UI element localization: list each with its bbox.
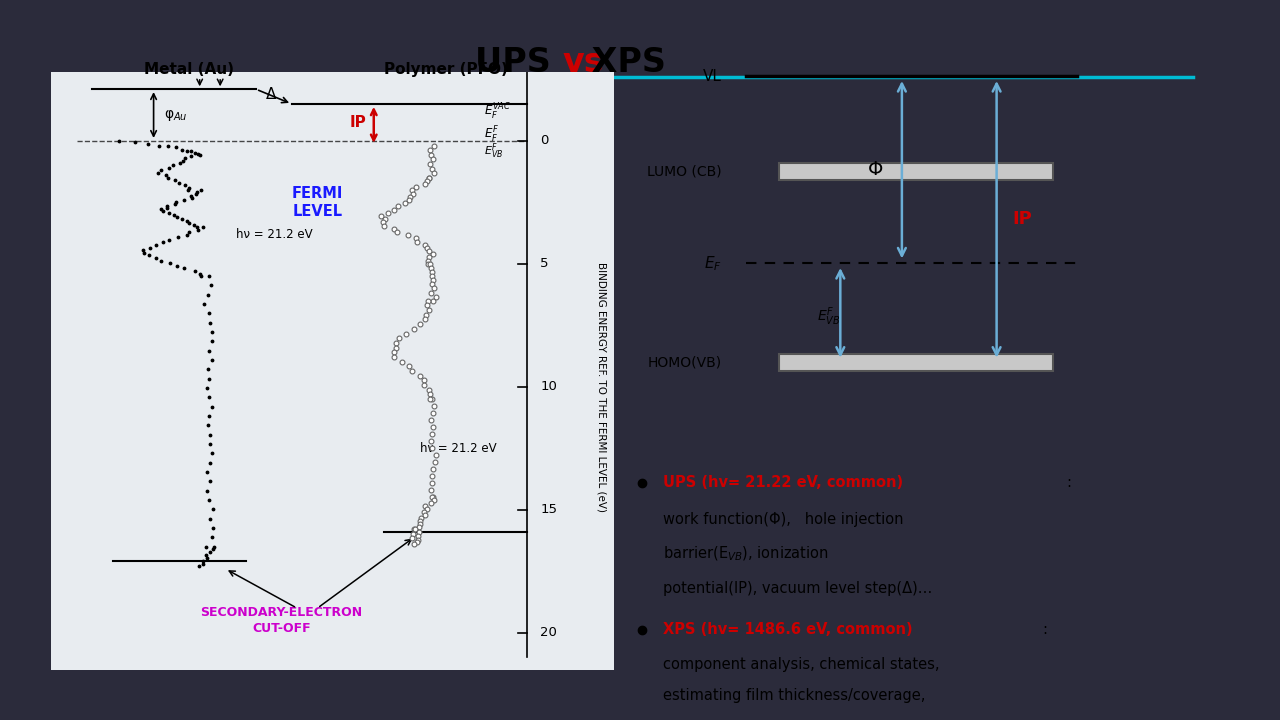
Text: FERMI
LEVEL: FERMI LEVEL	[292, 186, 343, 219]
Text: VL: VL	[703, 68, 722, 84]
Text: XPS: XPS	[580, 45, 666, 78]
Text: $E_F$: $E_F$	[704, 254, 722, 273]
Text: SECONDARY-ELECTRON
CUT-OFF: SECONDARY-ELECTRON CUT-OFF	[201, 606, 362, 635]
Text: work function(Φ),   hole injection: work function(Φ), hole injection	[663, 512, 904, 527]
Text: UPS: UPS	[475, 45, 562, 78]
Text: :: :	[1042, 622, 1047, 637]
Text: UPS (hv= 21.22 eV, common): UPS (hv= 21.22 eV, common)	[663, 475, 904, 490]
Text: IP: IP	[349, 115, 367, 130]
Text: barrier(E$_{VB}$), ionization: barrier(E$_{VB}$), ionization	[663, 545, 829, 563]
Text: hν = 21.2 eV: hν = 21.2 eV	[236, 228, 312, 240]
Text: IP: IP	[1012, 210, 1033, 228]
Text: vs: vs	[562, 45, 604, 78]
Text: 5: 5	[540, 257, 549, 270]
Text: 10: 10	[540, 380, 557, 393]
Text: LUMO (CB): LUMO (CB)	[648, 165, 722, 179]
Text: XPS (hv= 1486.6 eV, common): XPS (hv= 1486.6 eV, common)	[663, 622, 913, 637]
Text: potential(IP), vacuum level step(Δ)…: potential(IP), vacuum level step(Δ)…	[663, 581, 933, 595]
Text: estimating film thickness/coverage,: estimating film thickness/coverage,	[663, 688, 925, 703]
Text: Polymer (PFO): Polymer (PFO)	[384, 62, 507, 77]
Text: 0: 0	[540, 135, 549, 148]
Text: :: :	[1066, 475, 1071, 490]
Text: Φ: Φ	[868, 161, 883, 179]
Text: $E_F^F$: $E_F^F$	[484, 125, 499, 145]
Bar	[778, 354, 1053, 371]
Text: hν = 21.2 eV: hν = 21.2 eV	[420, 442, 497, 455]
Text: $E_{VB}^F$: $E_{VB}^F$	[817, 305, 840, 328]
Text: 20: 20	[540, 626, 557, 639]
Text: 15: 15	[540, 503, 557, 516]
Bar	[778, 163, 1053, 180]
Text: Metal (Au): Metal (Au)	[145, 62, 234, 77]
Text: φ$_{Au}$: φ$_{Au}$	[164, 107, 188, 122]
Text: component analysis, chemical states,: component analysis, chemical states,	[663, 657, 940, 672]
Text: HOMO(VB): HOMO(VB)	[648, 356, 722, 369]
Text: $E_{VB}^F$: $E_{VB}^F$	[484, 141, 503, 161]
Text: $E_F^{VAC}$: $E_F^{VAC}$	[484, 102, 511, 122]
Text: BINDING ENERGY REF. TO THE FERMI LEVEL (eV): BINDING ENERGY REF. TO THE FERMI LEVEL (…	[596, 262, 607, 512]
Text: Δ: Δ	[266, 86, 276, 102]
